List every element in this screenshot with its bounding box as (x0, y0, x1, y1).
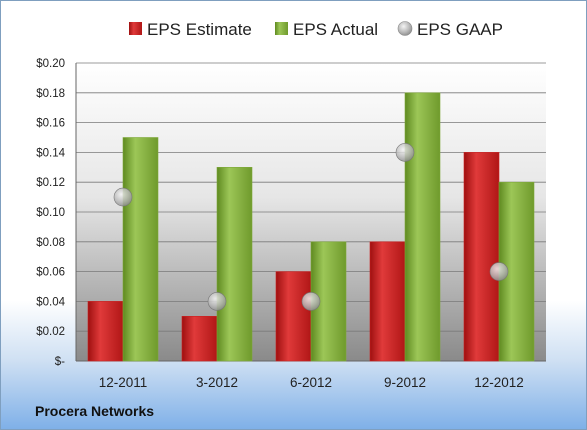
actual-bar (404, 92, 441, 362)
y-tick-label: $0.18 (36, 88, 65, 100)
y-tick-label: $0.10 (36, 207, 65, 219)
y-tick-label: $0.04 (36, 296, 65, 308)
x-tick-label: 6-2012 (290, 375, 332, 390)
bars (87, 92, 535, 362)
y-axis-ticks: $- $0.02 $0.04 $0.06 $0.08 $0.10 $0.12 $0.14 $0.… (36, 58, 65, 368)
legend-label-estimate: EPS Estimate (147, 20, 252, 39)
y-tick-label: $- (55, 356, 65, 368)
y-tick-label: $0.12 (36, 177, 65, 189)
estimate-bar (369, 241, 406, 362)
x-tick-label: 12-2012 (474, 375, 524, 390)
y-tick-label: $0.06 (36, 267, 65, 279)
gaap-marker (489, 262, 509, 281)
gaap-marker (207, 292, 227, 311)
gaap-marker (113, 187, 133, 207)
estimate-bar (181, 315, 218, 362)
x-tick-label: 3-2012 (196, 375, 238, 390)
chart-legend: EPS Estimate EPS Actual EPS GAAP (129, 20, 503, 39)
x-tick-label: 9-2012 (384, 375, 426, 390)
legend-swatch-gaap (397, 21, 413, 36)
y-tick-label: $0.20 (36, 58, 65, 70)
y-tick-label: $0.08 (36, 237, 65, 249)
gaap-markers (113, 143, 509, 311)
y-tick-label: $0.16 (36, 118, 65, 130)
y-tick-label: $0.14 (36, 147, 65, 159)
actual-bar (122, 137, 159, 362)
estimate-bar (87, 301, 124, 362)
company-name: Procera Networks (35, 403, 155, 419)
legend-label-gaap: EPS GAAP (417, 20, 503, 39)
actual-bar (216, 167, 253, 362)
legend-label-actual: EPS Actual (293, 20, 378, 39)
gaap-marker (395, 143, 415, 162)
y-tick-label: $0.02 (36, 326, 65, 338)
legend-swatch-estimate (129, 22, 142, 35)
estimate-bar (275, 271, 312, 362)
x-axis-labels: 12-2011 3-2012 6-2012 9-2012 12-2012 (99, 375, 524, 390)
legend-swatch-actual (275, 22, 288, 35)
estimate-bar (463, 152, 500, 362)
gaap-marker (301, 292, 321, 311)
x-tick-label: 12-2011 (99, 375, 148, 390)
